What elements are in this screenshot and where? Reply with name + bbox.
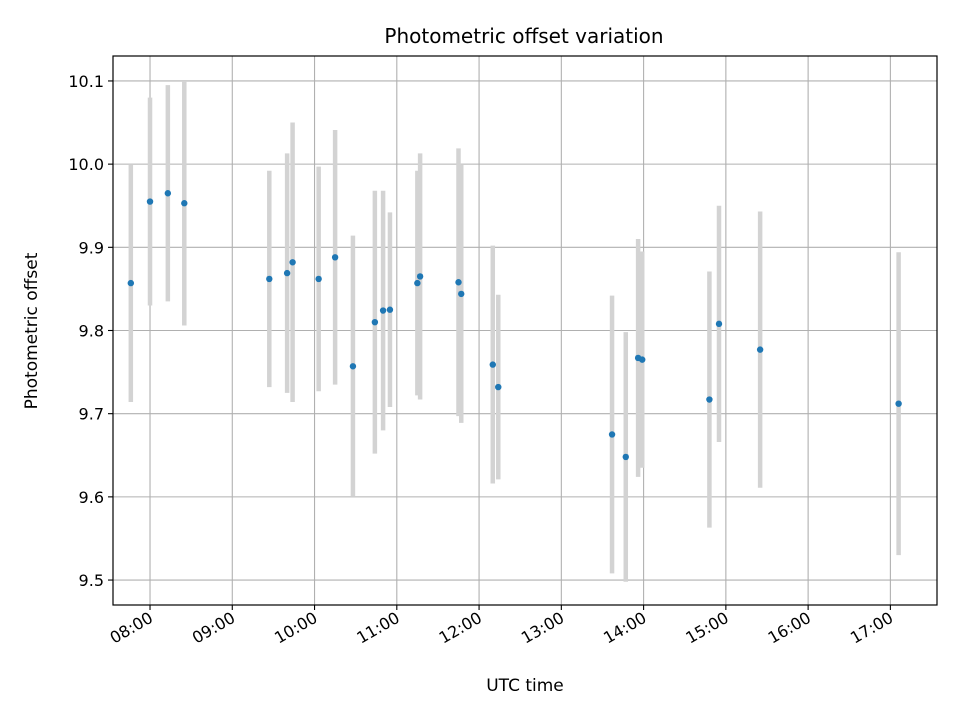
data-point — [349, 363, 357, 370]
data-point — [164, 190, 172, 197]
x-tick-label: 09:00 — [189, 608, 238, 648]
data-point — [495, 383, 502, 391]
x-tick-label: 13:00 — [518, 608, 567, 648]
data-point — [181, 200, 188, 207]
x-tick-label: 10:00 — [271, 608, 320, 648]
data-point — [379, 307, 387, 314]
y-tick-label: 9.6 — [79, 488, 104, 507]
x-tick-label: 16:00 — [765, 608, 814, 648]
x-tick-label: 11:00 — [353, 608, 402, 648]
data-point — [283, 269, 291, 277]
data-point — [289, 259, 296, 266]
data-point — [127, 279, 135, 287]
error-bars — [128, 80, 901, 582]
data-point — [756, 346, 764, 353]
data-point — [706, 396, 713, 403]
y-tick-label: 9.7 — [79, 405, 104, 424]
y-tick-label: 9.8 — [79, 322, 104, 341]
y-tick-label: 9.5 — [79, 571, 104, 590]
data-point — [622, 453, 629, 461]
data-point — [266, 275, 273, 283]
y-tick-label: 9.9 — [79, 238, 104, 257]
y-axis: 9.5 9.6 9.7 9.8 9.9 10.0 10.1 — [68, 72, 113, 590]
data-point — [146, 198, 154, 205]
data-point — [331, 254, 339, 261]
x-tick-label: 14:00 — [600, 608, 649, 648]
data-point — [489, 361, 496, 368]
y-tick-label: 10.1 — [68, 72, 104, 91]
data-point — [315, 275, 322, 283]
x-tick-label: 15:00 — [682, 608, 731, 648]
x-tick-label: 17:00 — [847, 608, 896, 648]
y-axis-label: Photometric offset — [22, 252, 42, 409]
x-axis-label: UTC time — [486, 676, 564, 696]
x-tick-label: 08:00 — [107, 608, 156, 648]
grid — [113, 56, 937, 605]
data-point — [639, 356, 646, 363]
data-point — [715, 320, 723, 328]
x-tick-label: 12:00 — [436, 608, 485, 648]
chart-title: Photometric offset variation — [384, 24, 663, 48]
data-point — [416, 273, 424, 280]
x-axis: 08:00 09:00 10:00 11:00 12:00 13:00 14:00 15:00… — [107, 605, 896, 648]
data-point — [414, 279, 421, 287]
data-point — [458, 290, 465, 298]
y-tick-label: 10.0 — [68, 155, 104, 174]
data-point — [386, 306, 394, 313]
data-point — [895, 400, 902, 407]
data-point — [455, 279, 462, 286]
data-point — [608, 431, 616, 438]
data-point — [371, 318, 379, 326]
data-points — [127, 190, 902, 461]
